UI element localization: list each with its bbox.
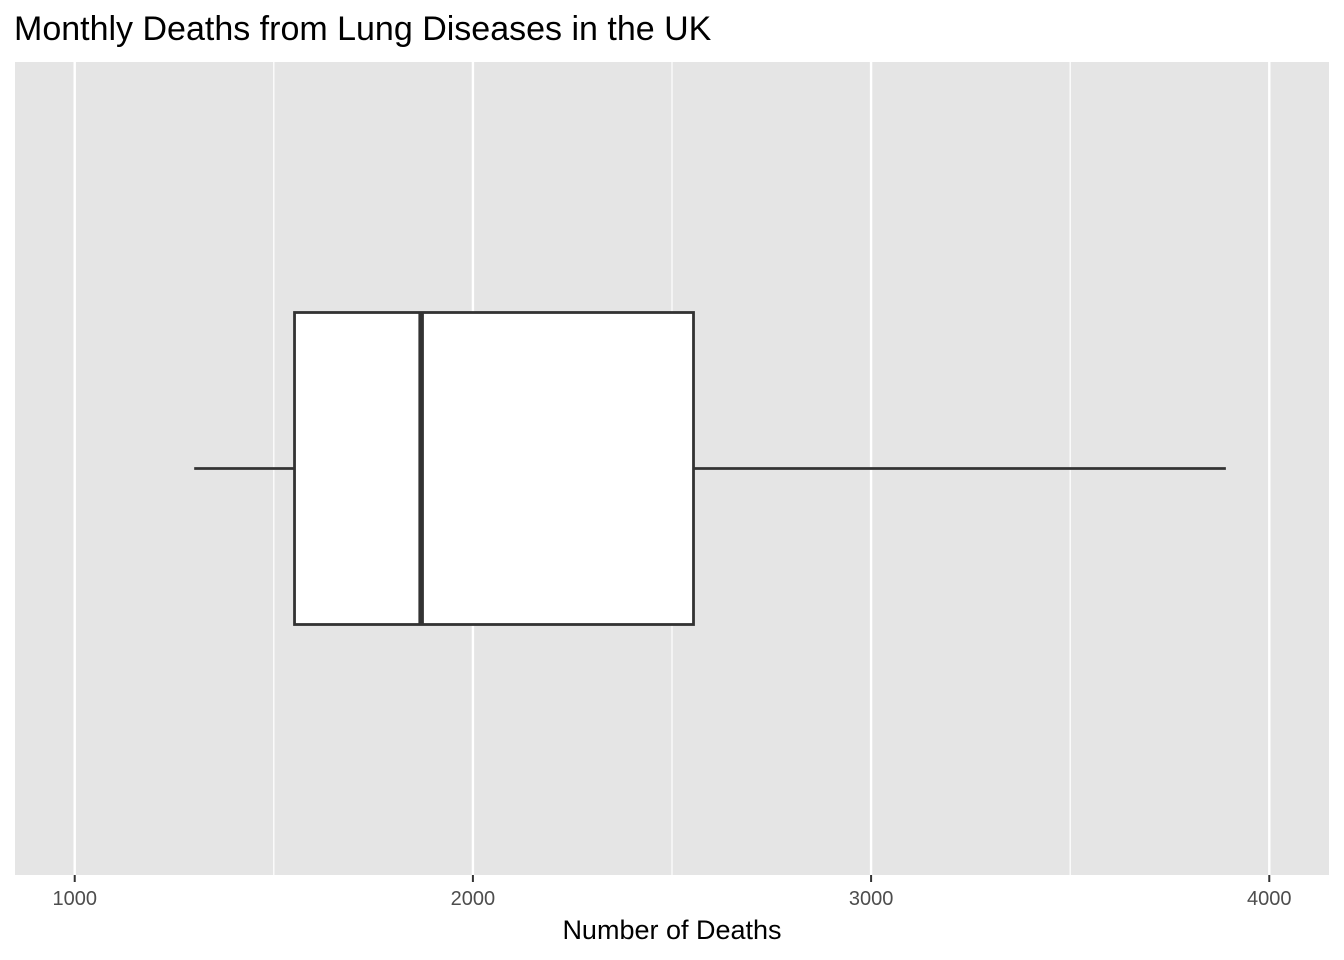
- x-axis-title: Number of Deaths: [562, 915, 781, 945]
- x-tick-label: 1000: [52, 888, 97, 910]
- box-and-whiskers: [194, 311, 1226, 626]
- x-tick-label: 4000: [1247, 888, 1292, 910]
- interquartile-box: [293, 311, 695, 626]
- chart-title: Monthly Deaths from Lung Diseases in the…: [14, 10, 712, 48]
- x-tick-label: 2000: [451, 888, 496, 910]
- x-axis-ticks: 1000 2000 3000 4000: [52, 875, 1292, 910]
- x-tick-label: 3000: [849, 888, 894, 910]
